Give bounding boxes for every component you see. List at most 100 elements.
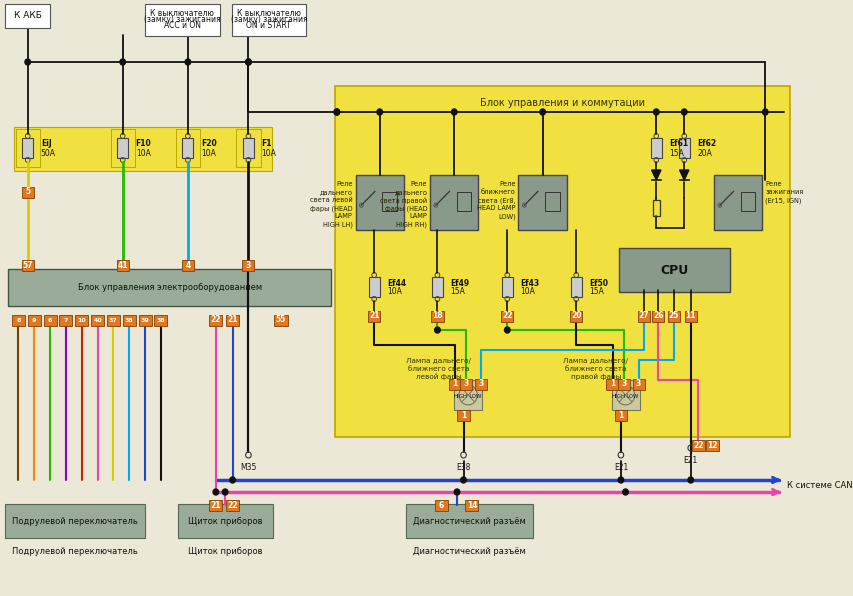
- FancyBboxPatch shape: [334, 86, 790, 437]
- FancyBboxPatch shape: [182, 259, 194, 271]
- Bar: [430, 175, 478, 230]
- Text: правой фары: правой фары: [570, 374, 620, 380]
- Bar: [182, 138, 194, 158]
- Text: 38: 38: [156, 318, 165, 322]
- Bar: [355, 175, 403, 230]
- Circle shape: [681, 109, 686, 115]
- Text: 11: 11: [685, 312, 695, 321]
- Text: 15A: 15A: [450, 287, 465, 296]
- Text: 1: 1: [618, 411, 623, 420]
- Text: HIGH RH): HIGH RH): [396, 221, 426, 228]
- Bar: [650, 138, 661, 158]
- FancyBboxPatch shape: [637, 311, 649, 321]
- Text: К выключателю: К выключателю: [236, 9, 300, 18]
- Text: LOW): LOW): [497, 213, 515, 219]
- Text: 22: 22: [211, 315, 221, 324]
- Text: 6: 6: [438, 501, 444, 510]
- Text: 21: 21: [227, 315, 238, 324]
- FancyBboxPatch shape: [501, 311, 513, 321]
- Text: 5: 5: [25, 188, 30, 197]
- FancyBboxPatch shape: [705, 439, 718, 451]
- Text: 10A: 10A: [519, 287, 535, 296]
- Text: Подрулевой переключатель: Подрулевой переключатель: [12, 517, 138, 526]
- Circle shape: [212, 489, 218, 495]
- Text: LOW: LOW: [626, 395, 639, 399]
- Text: Щиток приборов: Щиток приборов: [188, 547, 262, 556]
- Text: фары (HEAD: фары (HEAD: [384, 205, 426, 212]
- FancyBboxPatch shape: [617, 378, 629, 390]
- FancyBboxPatch shape: [177, 504, 272, 538]
- Text: К АКБ: К АКБ: [14, 11, 42, 20]
- Text: 10A: 10A: [136, 148, 150, 157]
- Bar: [22, 138, 33, 158]
- FancyBboxPatch shape: [449, 378, 461, 390]
- Text: Диагностический разъём: Диагностический разъём: [412, 547, 525, 556]
- Text: 15A: 15A: [589, 287, 603, 296]
- Text: 10A: 10A: [386, 287, 402, 296]
- Text: ближнего света: ближнего света: [565, 366, 626, 372]
- FancyBboxPatch shape: [209, 499, 222, 511]
- Text: 15A: 15A: [669, 148, 683, 157]
- Text: 8: 8: [16, 318, 20, 322]
- FancyBboxPatch shape: [111, 129, 135, 167]
- Text: LAMP: LAMP: [409, 213, 426, 219]
- Text: дальнего: дальнего: [319, 189, 352, 195]
- Circle shape: [454, 489, 459, 495]
- Text: 39: 39: [141, 318, 149, 322]
- Text: 10: 10: [78, 318, 86, 322]
- Circle shape: [25, 59, 31, 65]
- Bar: [242, 138, 253, 158]
- Text: Щиток приборов: Щиток приборов: [188, 517, 262, 526]
- FancyBboxPatch shape: [226, 499, 239, 511]
- FancyBboxPatch shape: [236, 129, 260, 167]
- Bar: [544, 191, 559, 211]
- Bar: [678, 138, 689, 158]
- Circle shape: [119, 59, 125, 65]
- Text: 7: 7: [64, 318, 68, 322]
- Text: 20A: 20A: [696, 148, 711, 157]
- Text: Реле: Реле: [410, 181, 426, 187]
- Text: Ef61: Ef61: [669, 139, 688, 148]
- Circle shape: [229, 477, 235, 483]
- Text: HEAD LAMP: HEAD LAMP: [477, 205, 515, 211]
- Text: F1: F1: [261, 139, 271, 148]
- Text: HIGH LH): HIGH LH): [322, 221, 352, 228]
- FancyBboxPatch shape: [123, 315, 136, 325]
- Text: 10A: 10A: [261, 148, 276, 157]
- FancyBboxPatch shape: [474, 378, 487, 390]
- Text: 57: 57: [22, 260, 33, 269]
- FancyBboxPatch shape: [460, 378, 472, 390]
- Bar: [518, 175, 566, 230]
- Text: ближнего света: ближнего света: [407, 366, 468, 372]
- Text: фары (HEAD: фары (HEAD: [310, 205, 352, 212]
- Text: дальнего: дальнего: [394, 189, 426, 195]
- Text: левой фары: левой фары: [415, 374, 461, 380]
- Text: 21: 21: [368, 312, 379, 321]
- Text: Ef62: Ef62: [696, 139, 716, 148]
- FancyBboxPatch shape: [618, 248, 729, 292]
- Text: 21: 21: [211, 501, 221, 510]
- Circle shape: [504, 327, 509, 333]
- Bar: [454, 380, 482, 410]
- Text: CPU: CPU: [659, 263, 688, 277]
- Text: Реле: Реле: [499, 181, 515, 187]
- Bar: [570, 277, 581, 297]
- Text: 10A: 10A: [200, 148, 216, 157]
- FancyBboxPatch shape: [176, 129, 200, 167]
- Bar: [432, 277, 443, 297]
- Text: света правой: света правой: [380, 197, 426, 203]
- Circle shape: [622, 489, 628, 495]
- FancyBboxPatch shape: [231, 4, 305, 36]
- Text: 20: 20: [571, 312, 581, 321]
- Text: E21: E21: [613, 463, 627, 472]
- Text: Реле: Реле: [336, 181, 352, 187]
- Text: 1: 1: [609, 380, 614, 389]
- FancyBboxPatch shape: [27, 315, 41, 325]
- Text: 25: 25: [668, 312, 678, 321]
- FancyBboxPatch shape: [274, 315, 287, 325]
- Text: 18: 18: [432, 312, 442, 321]
- FancyBboxPatch shape: [145, 4, 219, 36]
- Text: Лампа дальнего/: Лампа дальнего/: [563, 358, 628, 364]
- Text: F10: F10: [136, 139, 151, 148]
- Text: Подрулевой переключатель: Подрулевой переключатель: [12, 547, 138, 556]
